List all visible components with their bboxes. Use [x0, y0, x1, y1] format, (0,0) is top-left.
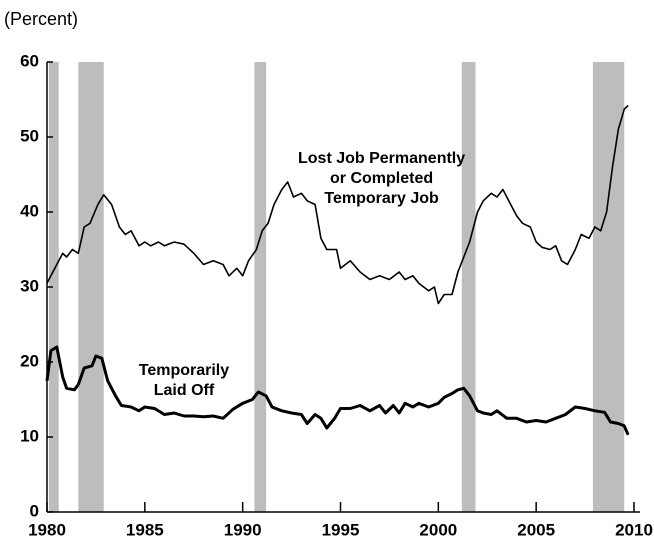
x-tick-label: 1985 — [126, 520, 164, 539]
x-tick-label: 1980 — [28, 520, 66, 539]
y-tick-label: 40 — [20, 201, 39, 220]
x-tick-label: 1990 — [224, 520, 262, 539]
y-tick-label: 20 — [20, 351, 39, 370]
x-tick-label: 1995 — [322, 520, 360, 539]
annotation: Laid Off — [154, 382, 215, 399]
shaded-period — [592, 62, 625, 512]
annotation: or Completed — [330, 170, 433, 187]
series-line — [45, 345, 630, 436]
annotation: Lost Job Permanently — [298, 150, 465, 167]
y-axis-label: (Percent) — [4, 9, 78, 29]
y-tick-label: 10 — [20, 426, 39, 445]
x-tick-label: 2005 — [517, 520, 555, 539]
shaded-period — [78, 62, 104, 512]
shaded-period — [48, 62, 59, 512]
annotation: Temporary Job — [324, 190, 439, 207]
y-tick-label: 0 — [30, 501, 39, 520]
annotation: Temporarily — [139, 362, 230, 379]
series-line — [46, 104, 629, 305]
x-tick-label: 2000 — [419, 520, 457, 539]
y-tick-label: 30 — [20, 276, 39, 295]
y-tick-label: 50 — [20, 126, 39, 145]
y-tick-label: 60 — [20, 51, 39, 70]
shaded-period — [461, 62, 476, 512]
shaded-period — [254, 62, 267, 512]
x-tick-label: 2010 — [615, 520, 653, 539]
